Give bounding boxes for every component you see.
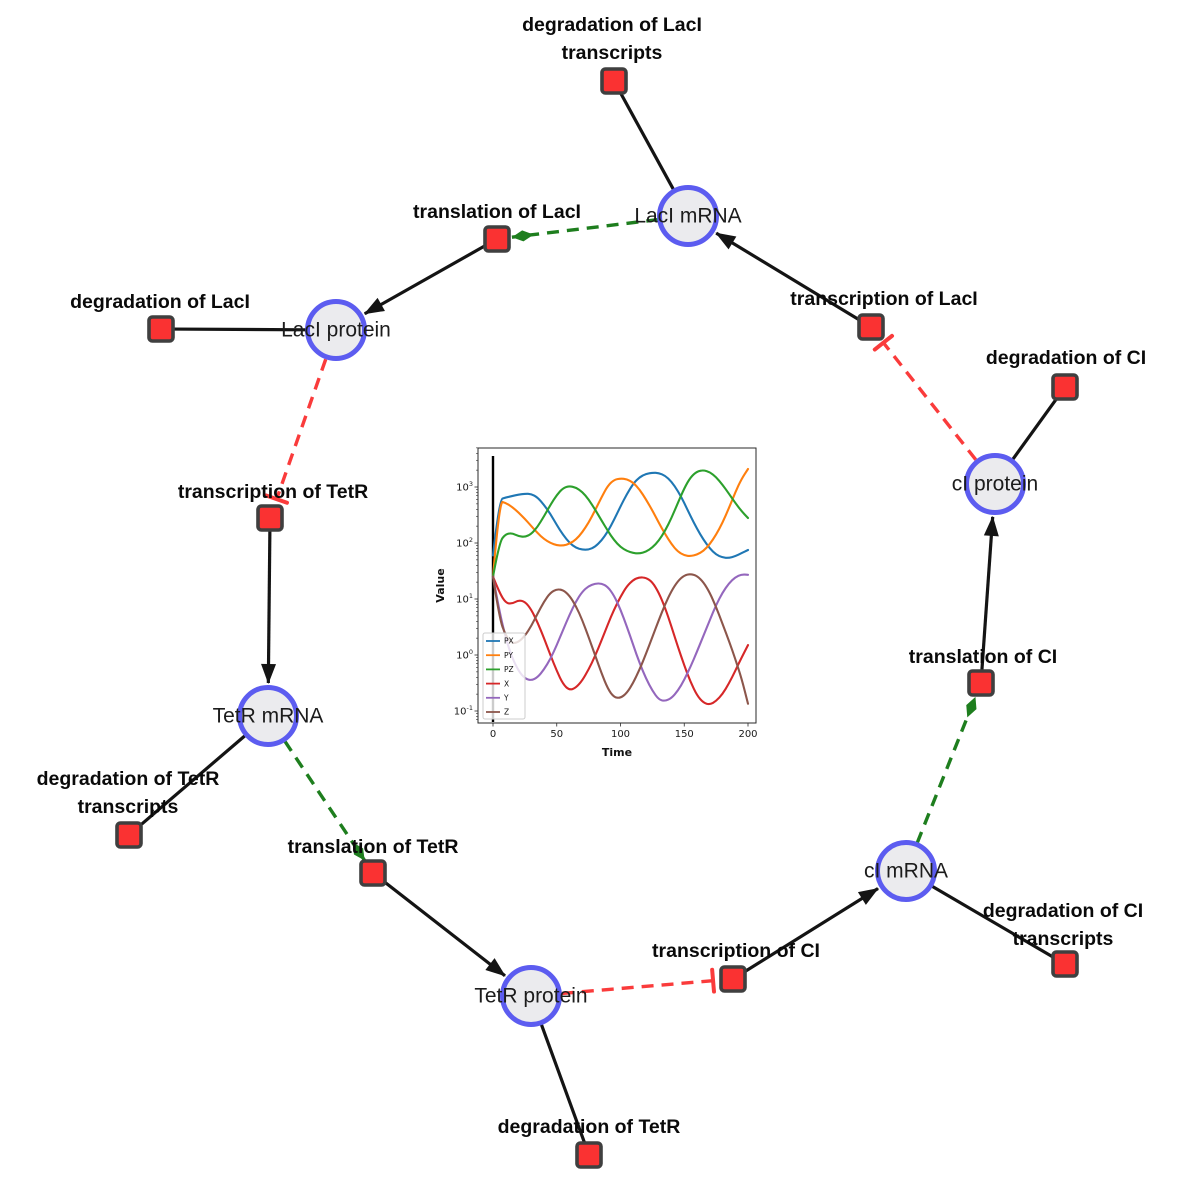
reaction-label-txn_laci: transcription of LacI (790, 288, 977, 310)
x-axis-label: Time (602, 746, 632, 759)
x-tick-label: 150 (675, 729, 694, 740)
edge-consumption-tetr_mrna-deg_tetr_tx (136, 734, 247, 830)
reaction-label-deg_laci_tx-line1: degradation of LacI (522, 14, 702, 36)
reaction-node-deg_laci[interactable] (147, 315, 175, 343)
x-tick-label: 200 (738, 729, 757, 740)
legend: PX PY PZ XYZ (482, 632, 526, 720)
reaction-label-deg_ci_tx-line1: degradation of CI (983, 900, 1143, 922)
y-tick-label: 100 (456, 648, 473, 662)
reaction-label-deg_ci_tx-line2: transcripts (1013, 928, 1114, 950)
species-node-tetr_mrna[interactable] (237, 685, 299, 747)
reaction-node-transl_ci[interactable] (967, 669, 995, 697)
reaction-node-transl_tetr[interactable] (359, 859, 387, 887)
edge-consumption-tetr_prot-deg_tetr (539, 1023, 587, 1146)
reaction-node-deg_ci[interactable] (1051, 373, 1079, 401)
edge-inhibition-tetr_prot-txn_ci (561, 967, 716, 996)
x-tick-label: 50 (550, 729, 563, 740)
legend-label-PZ: PZ (504, 665, 514, 674)
reaction-node-transl_laci[interactable] (483, 225, 511, 253)
reaction-node-txn_laci[interactable] (857, 313, 885, 341)
species-node-laci_prot[interactable] (305, 299, 367, 361)
x-tick-label: 100 (611, 729, 630, 740)
edge-product-txn_laci-laci_mrna (715, 231, 862, 323)
edge-product-transl_laci-laci_prot (363, 243, 488, 316)
legend-label-PY: PY (504, 651, 513, 660)
edge-consumption-ci_mrna-deg_ci_tx (931, 884, 1057, 960)
series-Z (491, 573, 750, 705)
series-PX (491, 471, 750, 559)
reaction-label-deg_tetr_tx-line2: transcripts (78, 796, 179, 818)
edge-product-txn_ci-ci_mrna (742, 887, 879, 975)
reaction-label-transl_laci: translation of LacI (413, 201, 581, 223)
reaction-node-deg_tetr[interactable] (575, 1141, 603, 1169)
legend-label-PX: PX (504, 637, 514, 646)
species-node-laci_mrna[interactable] (657, 185, 719, 247)
series-PY (491, 467, 750, 578)
edge-inhibition-laci_prot-txn_tetr (264, 358, 328, 505)
reaction-label-transl_ci: translation of CI (909, 646, 1057, 668)
reaction-node-deg_tetr_tx[interactable] (115, 821, 143, 849)
nodes-layer (115, 67, 1079, 1169)
species-node-tetr_prot[interactable] (500, 965, 562, 1027)
edge-inhibition-ci_prot-txn_laci (872, 333, 978, 461)
edge-consumption-laci_mrna-deg_laci_tx (617, 89, 675, 191)
plot-area (491, 456, 750, 722)
species-label-tetr_prot: TetR protein (474, 985, 587, 1008)
y-axis-label: Value (434, 568, 447, 602)
edge-modifier-tetr_mrna-transl_tetr (283, 739, 367, 862)
y-tick-label: 101 (456, 592, 473, 606)
reaction-label-deg_ci: degradation of CI (986, 347, 1146, 369)
labels-layer: LacI mRNA LacI protein TetR mRNA TetR prote… (37, 14, 1147, 1138)
reaction-node-deg_ci_tx[interactable] (1051, 950, 1079, 978)
reaction-label-txn_ci: transcription of CI (652, 940, 820, 962)
species-label-laci_mrna: LacI mRNA (634, 205, 741, 228)
species-label-ci_mrna: cI mRNA (864, 860, 948, 883)
legend-label-Z: Z (504, 708, 509, 717)
y-tick-label: 102 (456, 536, 473, 550)
edge-product-txn_tetr-tetr_mrna (261, 529, 277, 685)
reaction-node-deg_laci_tx[interactable] (600, 67, 628, 95)
series-Y (491, 573, 750, 702)
edge-consumption-ci_prot-deg_ci (1011, 394, 1060, 461)
legend-label-Y: Y (503, 694, 509, 703)
species-label-laci_prot: LacI protein (281, 319, 391, 342)
edges-layer (136, 89, 1060, 1146)
edge-modifier-laci_mrna-transl_laci (511, 217, 659, 242)
reaction-node-txn_ci[interactable] (719, 965, 747, 993)
reaction-label-deg_laci: degradation of LacI (70, 291, 250, 313)
reaction-label-txn_tetr: transcription of TetR (178, 481, 368, 503)
species-label-tetr_mrna: TetR mRNA (213, 705, 324, 728)
edge-product-transl_tetr-tetr_prot (381, 879, 506, 977)
species-node-ci_prot[interactable] (964, 453, 1026, 515)
y-tick-label: 10-1 (454, 704, 473, 718)
edge-consumption-laci_prot-deg_laci (171, 327, 307, 332)
edge-product-transl_ci-ci_prot (980, 515, 999, 672)
species-label-ci_prot: cI protein (952, 473, 1038, 496)
series-PZ (491, 469, 750, 578)
reaction-label-deg_laci_tx-line2: transcripts (562, 42, 663, 64)
reaction-label-deg_tetr: degradation of TetR (498, 1116, 681, 1138)
legend-label-X: X (504, 679, 509, 688)
edge-modifier-ci_mrna-transl_ci (915, 696, 978, 844)
series-X (491, 575, 750, 706)
reaction-node-txn_tetr[interactable] (256, 504, 284, 532)
reaction-label-transl_tetr: translation of TetR (288, 836, 459, 858)
plot-frame (477, 447, 757, 724)
reaction-label-deg_tetr_tx-line1: degradation of TetR (37, 768, 220, 790)
species-node-ci_mrna[interactable] (875, 840, 937, 902)
x-tick-label: 0 (490, 729, 496, 740)
y-tick-label: 103 (456, 480, 473, 494)
